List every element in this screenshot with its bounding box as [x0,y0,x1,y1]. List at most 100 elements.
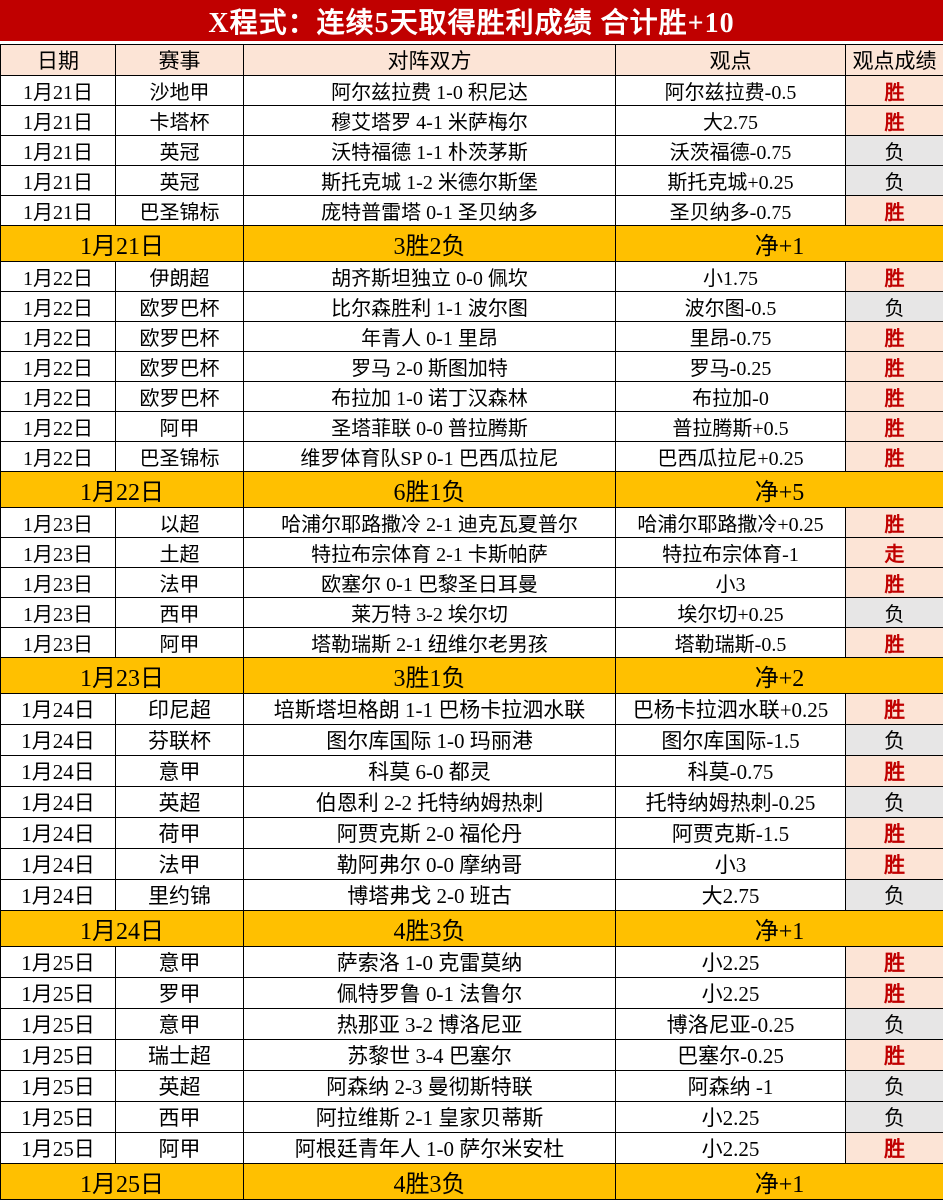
match-league: 阿甲 [116,628,244,658]
match-date: 1月23日 [1,628,116,658]
match-result: 负 [846,880,943,911]
col-header-league: 赛事 [116,45,244,76]
match-league: 印尼超 [116,694,244,725]
match-league: 英超 [116,787,244,818]
match-result: 胜 [846,382,943,412]
match-teams: 布拉加 1-0 诺丁汉森林 [244,382,616,412]
match-result: 负 [846,1009,943,1040]
match-date: 1月23日 [1,598,116,628]
match-date: 1月23日 [1,568,116,598]
match-teams: 罗马 2-0 斯图加特 [244,352,616,382]
match-league: 意甲 [116,1009,244,1040]
col-header-match: 对阵双方 [244,45,616,76]
match-teams: 苏黎世 3-4 巴塞尔 [244,1040,616,1071]
col-header-pick: 观点 [616,45,846,76]
summary-record: 6胜1负 [244,472,616,508]
match-league: 巴圣锦标 [116,196,244,226]
match-teams: 斯托克城 1-2 米德尔斯堡 [244,166,616,196]
match-pick: 斯托克城+0.25 [616,166,846,196]
match-result: 负 [846,166,943,196]
match-result: 胜 [846,947,943,978]
match-result: 胜 [846,1040,943,1071]
match-pick: 特拉布宗体育-1 [616,538,846,568]
match-pick: 小2.25 [616,978,846,1009]
match-teams: 科莫 6-0 都灵 [244,756,616,787]
match-pick: 巴杨卡拉泗水联+0.25 [616,694,846,725]
match-pick: 小1.75 [616,262,846,292]
page-title: X程式：连续5天取得胜利成绩 合计胜+10 [208,1,734,41]
match-pick: 里昂-0.75 [616,322,846,352]
summary-date: 1月24日 [1,911,244,947]
match-result: 胜 [846,849,943,880]
match-result: 负 [846,1071,943,1102]
match-date: 1月21日 [1,76,116,106]
match-date: 1月22日 [1,352,116,382]
match-pick: 小2.25 [616,1102,846,1133]
match-date: 1月23日 [1,508,116,538]
match-league: 沙地甲 [116,76,244,106]
match-teams: 阿贾克斯 2-0 福伦丹 [244,818,616,849]
match-league: 瑞士超 [116,1040,244,1071]
match-teams: 勒阿弗尔 0-0 摩纳哥 [244,849,616,880]
header-row: 日期 赛事 对阵双方 观点 观点成绩 [1,45,943,76]
match-result: 负 [846,136,943,166]
match-result: 胜 [846,196,943,226]
match-league: 土超 [116,538,244,568]
match-teams: 博塔弗戈 2-0 班古 [244,880,616,911]
match-teams: 伯恩利 2-2 托特纳姆热刺 [244,787,616,818]
match-date: 1月24日 [1,818,116,849]
match-result: 胜 [846,76,943,106]
match-result: 胜 [846,106,943,136]
summary-net: 净+2 [616,658,943,694]
match-date: 1月21日 [1,196,116,226]
summary-net: 净+1 [616,1164,943,1200]
match-date: 1月25日 [1,1009,116,1040]
match-pick: 沃茨福德-0.75 [616,136,846,166]
match-teams: 塔勒瑞斯 2-1 纽维尔老男孩 [244,628,616,658]
match-pick: 哈浦尔耶路撒冷+0.25 [616,508,846,538]
match-league: 以超 [116,508,244,538]
match-league: 意甲 [116,756,244,787]
match-date: 1月25日 [1,1040,116,1071]
match-teams: 阿拉维斯 2-1 皇家贝蒂斯 [244,1102,616,1133]
match-result: 胜 [846,568,943,598]
match-pick: 布拉加-0 [616,382,846,412]
match-teams: 欧塞尔 0-1 巴黎圣日耳曼 [244,568,616,598]
match-date: 1月22日 [1,442,116,472]
match-pick: 小2.25 [616,1133,846,1164]
summary-record: 4胜3负 [244,1164,616,1200]
match-date: 1月25日 [1,1133,116,1164]
match-pick: 小3 [616,568,846,598]
match-teams: 佩特罗鲁 0-1 法鲁尔 [244,978,616,1009]
match-pick: 阿森纳 -1 [616,1071,846,1102]
match-teams: 维罗体育队SP 0-1 巴西瓜拉尼 [244,442,616,472]
match-league: 西甲 [116,1102,244,1133]
match-league: 巴圣锦标 [116,442,244,472]
match-league: 法甲 [116,568,244,598]
match-league: 欧罗巴杯 [116,322,244,352]
match-result: 胜 [846,352,943,382]
match-pick: 巴塞尔-0.25 [616,1040,846,1071]
match-date: 1月23日 [1,538,116,568]
match-teams: 比尔森胜利 1-1 波尔图 [244,292,616,322]
match-date: 1月22日 [1,322,116,352]
